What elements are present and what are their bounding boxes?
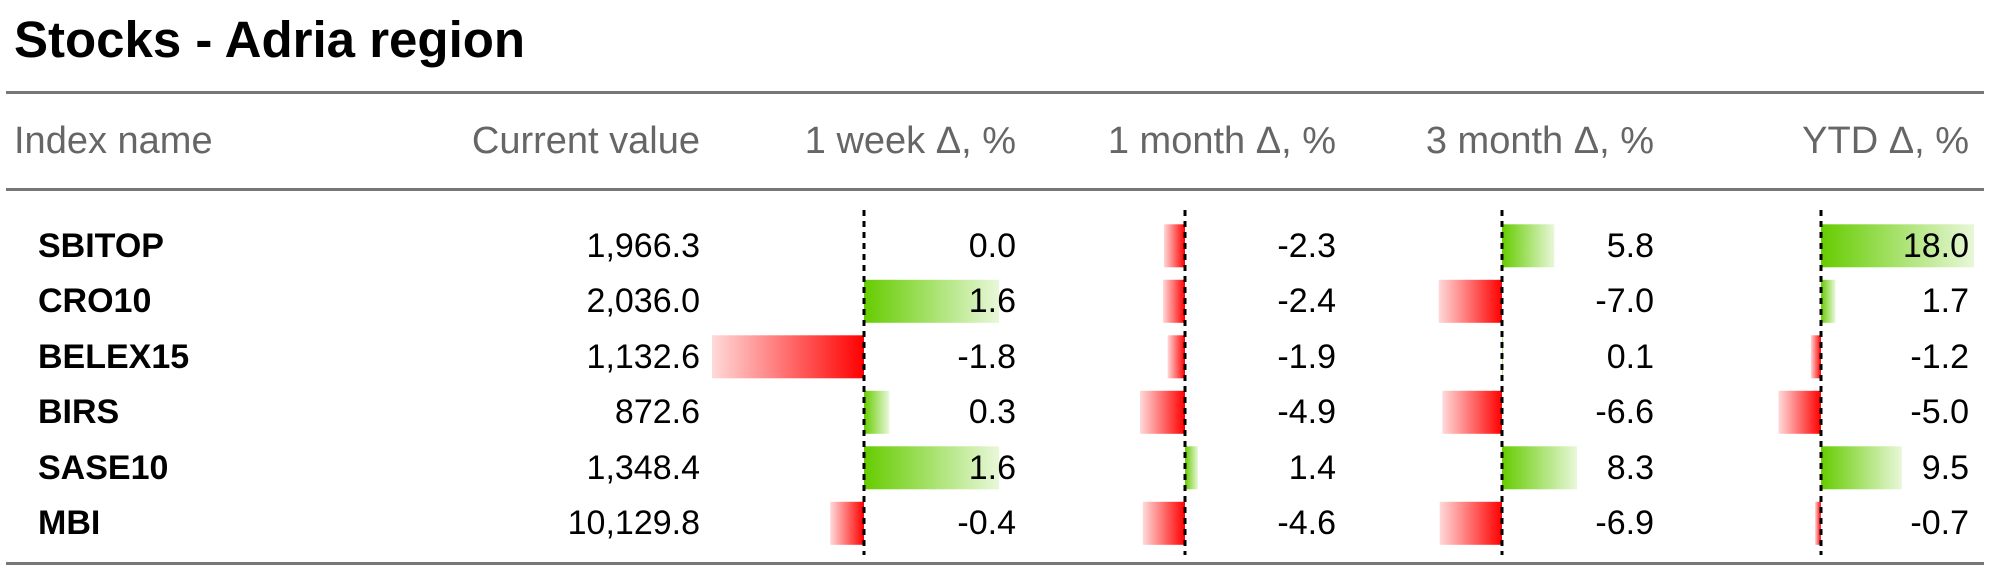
delta-value-ytd: 9.5 — [1921, 448, 1969, 487]
current-value-cell: 1,966.3 — [586, 226, 700, 265]
delta-bar-week — [830, 501, 864, 545]
delta-bar-week — [864, 446, 1000, 490]
current-value-cell: 1,348.4 — [586, 448, 700, 487]
delta-value-month: -4.9 — [1277, 393, 1336, 432]
delta-bar-ytd — [1810, 335, 1821, 379]
delta-bar-month3 — [1502, 446, 1577, 490]
delta-bar-month3 — [1442, 390, 1502, 434]
index-name-cell: SASE10 — [38, 448, 169, 487]
delta-value-month3: 8.3 — [1606, 448, 1654, 487]
header-1-week: 1 week Δ, % — [804, 120, 1016, 162]
current-value-cell: 1,132.6 — [586, 337, 700, 376]
delta-bar-week — [712, 335, 864, 379]
header-rule — [6, 188, 1984, 191]
delta-bar-month — [1185, 446, 1198, 490]
delta-bar-month — [1142, 501, 1185, 545]
header-3-month: 3 month Δ, % — [1425, 120, 1654, 162]
delta-value-month3: -6.6 — [1595, 393, 1654, 432]
delta-value-month: -2.3 — [1277, 226, 1336, 265]
delta-bar-week — [864, 279, 1000, 323]
delta-bar-month — [1163, 224, 1185, 268]
delta-value-month3: 5.8 — [1606, 226, 1654, 265]
current-value-cell: 2,036.0 — [586, 282, 700, 321]
bottom-rule — [6, 562, 1984, 565]
delta-value-week: 1.6 — [968, 448, 1016, 487]
page-title: Stocks - Adria region — [14, 11, 526, 68]
delta-bar-month — [1163, 279, 1185, 323]
header-ytd: YTD Δ, % — [1802, 120, 1969, 162]
delta-value-week: 1.6 — [968, 282, 1016, 321]
delta-value-month3: -7.0 — [1595, 282, 1654, 321]
delta-value-ytd: -0.7 — [1910, 504, 1969, 543]
index-name-cell: SBITOP — [38, 226, 164, 265]
delta-value-ytd: -5.0 — [1910, 393, 1969, 432]
delta-bar-ytd — [1821, 446, 1902, 490]
delta-bar-week — [864, 390, 890, 434]
delta-value-month: -2.4 — [1277, 282, 1336, 321]
delta-value-week: -0.4 — [957, 504, 1016, 543]
current-value-cell: 10,129.8 — [567, 504, 700, 543]
delta-bar-month3 — [1502, 224, 1555, 268]
delta-value-ytd: 1.7 — [1921, 282, 1969, 321]
index-name-cell: MBI — [38, 504, 101, 543]
delta-value-month: -4.6 — [1277, 504, 1336, 543]
delta-bar-ytd — [1821, 224, 1974, 268]
delta-value-ytd: 18.0 — [1902, 226, 1969, 265]
delta-bar-ytd — [1815, 501, 1821, 545]
index-name-cell: BIRS — [38, 393, 120, 432]
header-index-name: Index name — [14, 120, 213, 162]
index-name-cell: BELEX15 — [38, 337, 190, 376]
index-name-cell: CRO10 — [38, 282, 152, 321]
header-current-value: Current value — [471, 120, 700, 162]
delta-value-ytd: -1.2 — [1910, 337, 1969, 376]
current-value-cell: 872.6 — [614, 393, 700, 432]
delta-value-week: -1.8 — [957, 337, 1016, 376]
delta-bar-month — [1140, 390, 1185, 434]
delta-value-month3: 0.1 — [1606, 337, 1654, 376]
delta-value-week: 0.3 — [968, 393, 1016, 432]
delta-bar-month3 — [1438, 279, 1502, 323]
delta-value-week: 0.0 — [968, 226, 1016, 265]
delta-value-month: -1.9 — [1277, 337, 1336, 376]
delta-bar-month — [1167, 335, 1185, 379]
delta-bar-month3 — [1439, 501, 1502, 545]
delta-bar-ytd — [1821, 279, 1836, 323]
delta-value-month: 1.4 — [1288, 448, 1336, 487]
delta-value-month3: -6.9 — [1595, 504, 1654, 543]
delta-bar-ytd — [1778, 390, 1821, 434]
header-1-month: 1 month Δ, % — [1107, 120, 1336, 162]
top-rule — [6, 91, 1984, 94]
